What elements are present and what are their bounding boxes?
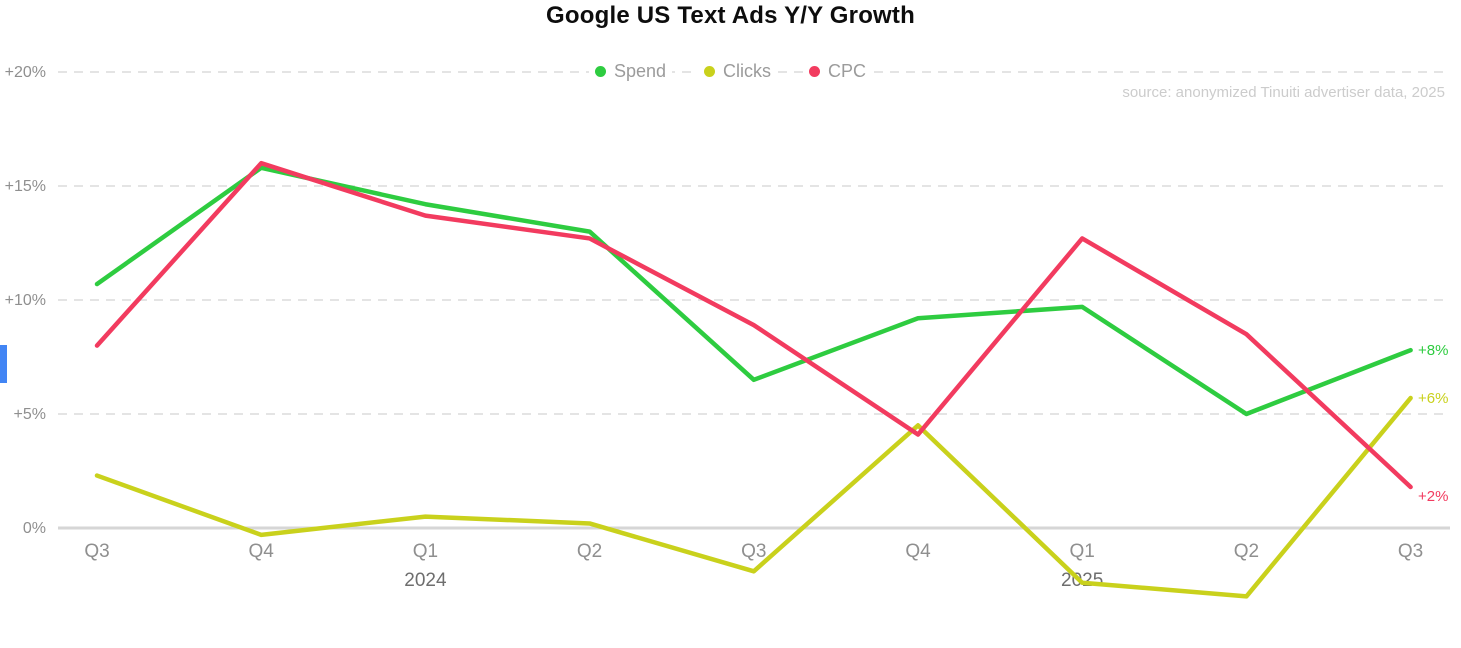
x-tick-label: Q3 xyxy=(84,541,109,562)
x-tick-label: Q1 xyxy=(413,541,438,562)
legend-label-cpc: CPC xyxy=(828,61,867,81)
series-line-cpc xyxy=(94,160,1413,490)
x-tick-label: Q3 xyxy=(1398,541,1423,562)
legend-label-clicks: Clicks xyxy=(723,61,772,81)
legend-item-clicks[interactable]: Clicks xyxy=(698,57,778,86)
y-tick-label: 0% xyxy=(23,520,46,537)
series-line-clicks xyxy=(94,395,1413,599)
legend-item-cpc[interactable]: CPC xyxy=(803,57,873,86)
left-edge-blue-bar xyxy=(0,345,7,383)
end-label-cpc: +2% xyxy=(1418,488,1448,505)
end-label-clicks: +6% xyxy=(1418,390,1448,407)
source-attribution: source: anonymized Tinuiti advertiser da… xyxy=(1122,84,1445,101)
spend-series-dot-icon xyxy=(594,66,606,77)
year-label: 2024 xyxy=(404,570,447,591)
x-tick-label: Q3 xyxy=(741,541,766,562)
x-tick-label: Q2 xyxy=(577,541,602,562)
y-tick-label: +15% xyxy=(5,178,46,195)
x-tick-label: Q2 xyxy=(1234,541,1259,562)
x-tick-label: Q4 xyxy=(249,541,275,562)
y-tick-label: +20% xyxy=(5,64,46,81)
chart-legend: Spend Clicks CPC xyxy=(0,57,1461,86)
legend-item-spend[interactable]: Spend xyxy=(588,57,673,86)
series-line-spend xyxy=(94,165,1413,417)
cpc-series-dot-icon xyxy=(809,66,821,77)
x-tick-label: Q1 xyxy=(1070,541,1095,562)
chart-title: Google US Text Ads Y/Y Growth xyxy=(546,2,915,29)
y-tick-label: +5% xyxy=(14,406,46,423)
end-label-spend: +8% xyxy=(1418,342,1448,359)
legend-label-spend: Spend xyxy=(613,61,667,81)
x-tick-label: Q4 xyxy=(905,541,931,562)
clicks-series-dot-icon xyxy=(704,66,716,77)
y-tick-label: +10% xyxy=(5,292,46,309)
